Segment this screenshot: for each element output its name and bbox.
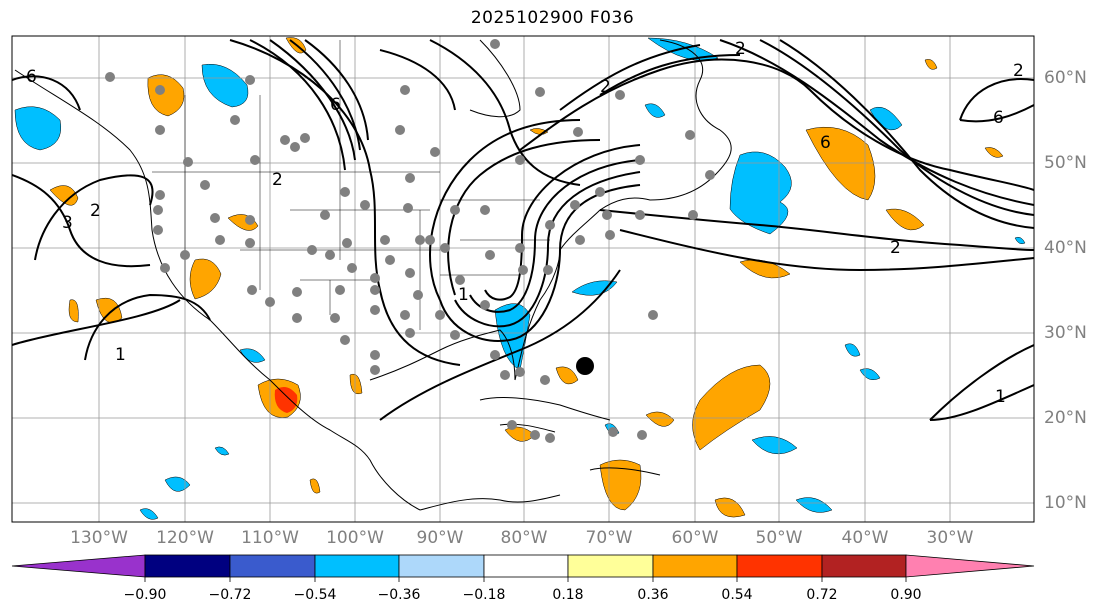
lat-label: 10°N: [1044, 493, 1087, 513]
storm-center-marker: [576, 357, 594, 375]
lon-label: 110°W: [241, 528, 299, 548]
colorbar-extend-low: [11, 554, 146, 578]
contour-label: 3: [62, 213, 73, 233]
colorbar: [11, 554, 1035, 582]
contour-label-group: 6 2 3 1 2 6 2 1 2 6 2 1 6 2: [26, 39, 1024, 407]
strong-positive-anomaly-patches: [274, 386, 298, 413]
colorbar-tick-label: 0.90: [890, 587, 922, 603]
colorbar-tick-label: −0.54: [293, 587, 337, 603]
contour-label: 2: [600, 77, 611, 97]
contour-label: 6: [820, 133, 831, 153]
lat-label: 30°N: [1044, 323, 1087, 343]
colorbar-tick-label: −0.72: [208, 587, 252, 603]
contour-label: 1: [458, 285, 469, 305]
lat-label: 40°N: [1044, 238, 1087, 258]
lon-label: 50°W: [755, 528, 803, 548]
station-markers: [105, 39, 715, 443]
contour-label: 2: [1013, 61, 1024, 81]
colorbar-tick-label: 0.72: [806, 587, 838, 603]
colorbar-tick-label: −0.36: [377, 587, 421, 603]
colorbar-tick-label: 0.36: [637, 587, 669, 603]
contour-label: 2: [890, 238, 901, 258]
lon-label: 60°W: [671, 528, 719, 548]
contour-label: 6: [330, 95, 341, 115]
lat-label: 50°N: [1044, 153, 1087, 173]
lon-label: 70°W: [585, 528, 633, 548]
negative-anomaly-patches: [14, 37, 1026, 520]
map-frame: [11, 35, 1035, 523]
colorbar-tick-label: −0.90: [123, 587, 167, 603]
contour-label: 2: [735, 39, 746, 59]
state-borders: [152, 40, 550, 330]
colorbar-extend-high: [905, 554, 1035, 578]
lon-label: 120°W: [156, 528, 214, 548]
lat-lon-grid: [12, 36, 1034, 522]
contour-label: 2: [272, 170, 283, 190]
colorbar-tick-label: 0.18: [552, 587, 584, 603]
contour-label: 6: [993, 108, 1004, 128]
colorbar-tick-label: 0.54: [721, 587, 753, 603]
map-title: 2025102900 F036: [470, 8, 635, 28]
contour-label: 1: [115, 345, 126, 365]
lon-label: 30°W: [926, 528, 974, 548]
lon-label: 100°W: [326, 528, 384, 548]
lon-label: 90°W: [416, 528, 464, 548]
contour-label: 2: [90, 201, 101, 221]
colorbar-tick-label: −0.18: [462, 587, 506, 603]
lat-label: 60°N: [1044, 68, 1087, 88]
lon-label: 130°W: [70, 528, 128, 548]
lat-label: 20°N: [1044, 408, 1087, 428]
contour-label: 6: [26, 67, 37, 87]
contour-label: 1: [995, 387, 1006, 407]
lon-label: 80°W: [500, 528, 548, 548]
lon-label: 40°W: [841, 528, 889, 548]
contour-lines: [12, 39, 1034, 421]
